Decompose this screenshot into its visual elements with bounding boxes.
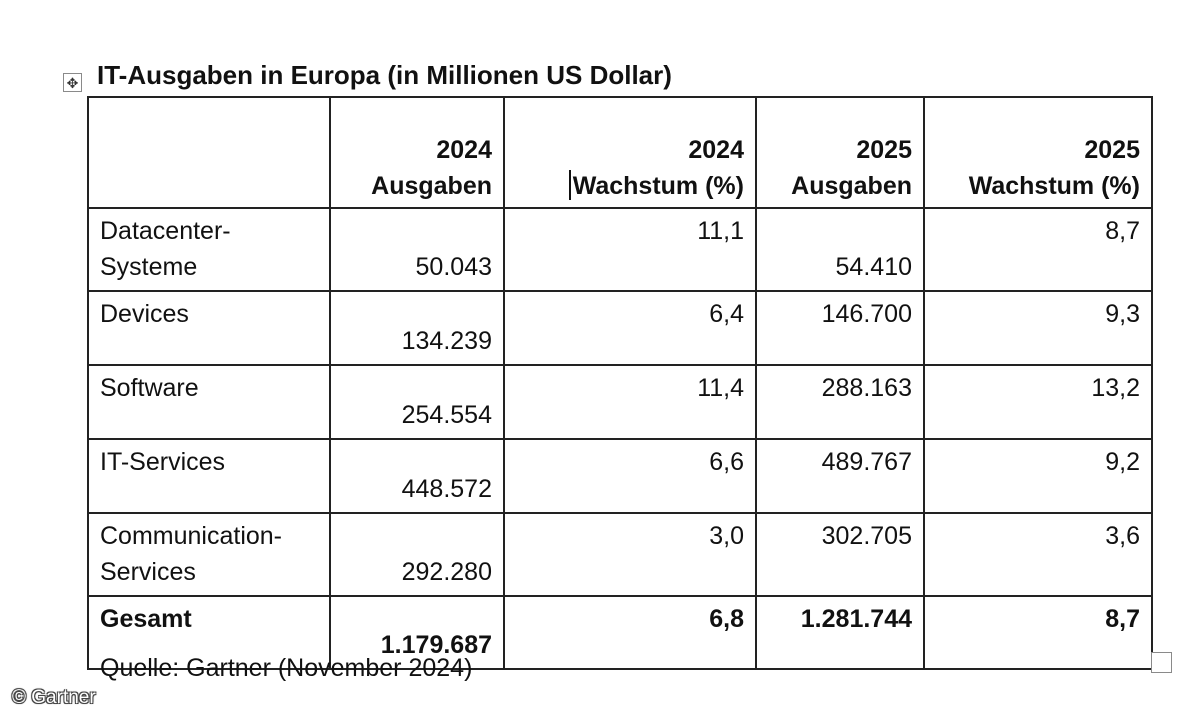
cell-ausgaben-2025: 489.767 xyxy=(755,438,925,514)
header-cell-wachstum-2025: 2025 Wachstum (%) xyxy=(923,96,1153,209)
cell-ausgaben-2025: 302.705 xyxy=(755,512,925,597)
table-row: Datacenter- Systeme 50.043 11,1 54.410 8… xyxy=(87,207,1153,292)
cell-ausgaben-2024: 1.179.687 xyxy=(329,595,505,670)
table-row: Software 254.554 11,4 288.163 13,2 xyxy=(87,364,1153,440)
it-spending-table: 2024 Ausgaben 2024 Wachstum (%) 2025 Aus… xyxy=(87,96,1153,670)
row-label: Gesamt xyxy=(87,595,331,670)
header-cell-ausgaben-2024: 2024 Ausgaben xyxy=(329,96,505,209)
cell-wachstum-2025: 9,2 xyxy=(923,438,1153,514)
copyright-watermark: © Gartner xyxy=(12,687,96,708)
resize-square-icon[interactable] xyxy=(1151,652,1172,673)
cell-wachstum-2024: 11,1 xyxy=(503,207,757,292)
cell-wachstum-2025: 13,2 xyxy=(923,364,1153,440)
cell-wachstum-2024: 6,6 xyxy=(503,438,757,514)
cell-ausgaben-2025: 54.410 xyxy=(755,207,925,292)
cell-wachstum-2025: 8,7 xyxy=(923,207,1153,292)
table-row: IT-Services 448.572 6,6 489.767 9,2 xyxy=(87,438,1153,514)
cell-ausgaben-2025: 146.700 xyxy=(755,290,925,366)
move-arrows-icon[interactable]: ✥ xyxy=(63,73,82,92)
total-row: Gesamt 1.179.687 6,8 1.281.744 8,7 xyxy=(87,595,1153,670)
cell-ausgaben-2025: 288.163 xyxy=(755,364,925,440)
header-cell-ausgaben-2025: 2025 Ausgaben xyxy=(755,96,925,209)
cell-wachstum-2025: 8,7 xyxy=(923,595,1153,670)
row-label: Communication- Services xyxy=(87,512,331,597)
cell-ausgaben-2025: 1.281.744 xyxy=(755,595,925,670)
row-label: Devices xyxy=(87,290,331,366)
row-label: IT-Services xyxy=(87,438,331,514)
row-label: Datacenter- Systeme xyxy=(87,207,331,292)
cell-ausgaben-2024: 292.280 xyxy=(329,512,505,597)
cell-wachstum-2025: 3,6 xyxy=(923,512,1153,597)
header-cell-empty xyxy=(87,96,331,209)
page-title: IT-Ausgaben in Europa (in Millionen US D… xyxy=(97,60,672,90)
table-row: Devices 134.239 6,4 146.700 9,3 xyxy=(87,290,1153,366)
cell-ausgaben-2024: 134.239 xyxy=(329,290,505,366)
row-label: Software xyxy=(87,364,331,440)
cell-wachstum-2024: 3,0 xyxy=(503,512,757,597)
cell-ausgaben-2024: 448.572 xyxy=(329,438,505,514)
header-row: 2024 Ausgaben 2024 Wachstum (%) 2025 Aus… xyxy=(87,96,1153,209)
table-row: Communication- Services 292.280 3,0 302.… xyxy=(87,512,1153,597)
cell-ausgaben-2024: 254.554 xyxy=(329,364,505,440)
cell-wachstum-2024: 11,4 xyxy=(503,364,757,440)
text-cursor xyxy=(568,170,571,200)
header-cell-wachstum-2024: 2024 Wachstum (%) xyxy=(503,96,757,209)
cell-wachstum-2024: 6,4 xyxy=(503,290,757,366)
cell-ausgaben-2024: 50.043 xyxy=(329,207,505,292)
source-note: Quelle: Gartner (November 2024) xyxy=(100,654,473,682)
cell-wachstum-2024: 6,8 xyxy=(503,595,757,670)
cell-wachstum-2025: 9,3 xyxy=(923,290,1153,366)
